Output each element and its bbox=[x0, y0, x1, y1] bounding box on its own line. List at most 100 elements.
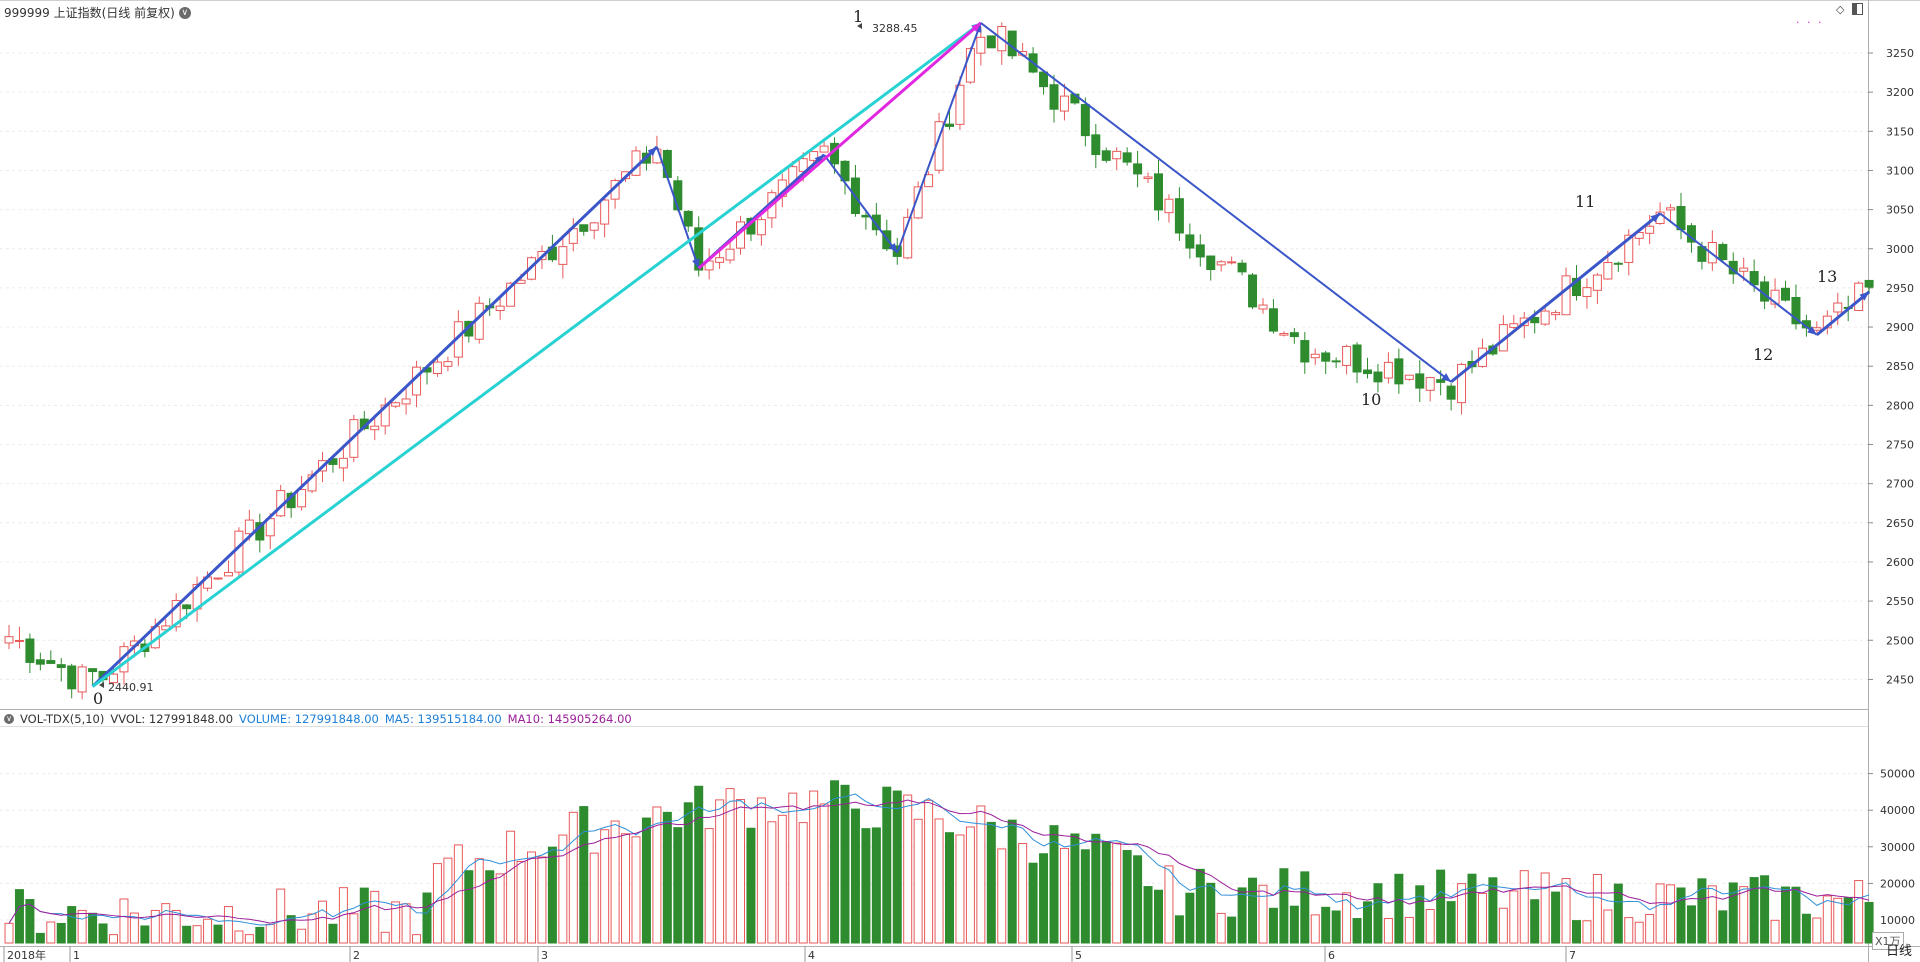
more-dots-icon[interactable]: · · · bbox=[1796, 16, 1824, 29]
volume-bar bbox=[1018, 843, 1028, 944]
volume-bar bbox=[77, 909, 87, 944]
candle-body bbox=[840, 160, 850, 182]
trend-arrowhead bbox=[971, 22, 981, 32]
diamond-icon[interactable]: ◇ bbox=[1836, 3, 1845, 16]
chevron-down-icon[interactable]: ∨ bbox=[4, 714, 14, 724]
candle-body bbox=[1718, 243, 1728, 260]
volume-bar bbox=[1833, 897, 1843, 944]
candle-body bbox=[1613, 262, 1623, 265]
volume-tick-label: 10000 bbox=[1880, 914, 1915, 927]
volume-bar bbox=[1739, 886, 1749, 944]
volume-bar bbox=[830, 780, 840, 944]
volume-bar bbox=[328, 923, 338, 944]
candle-body bbox=[1321, 352, 1331, 362]
candle-body bbox=[1404, 374, 1414, 380]
candlesticks bbox=[4, 22, 1874, 700]
price-tick-label: 2600 bbox=[1886, 556, 1914, 569]
volume-bar bbox=[631, 836, 641, 944]
volume-bar bbox=[67, 906, 77, 944]
volume-bar bbox=[1289, 905, 1299, 944]
volume-bar bbox=[527, 851, 536, 944]
volume-bar bbox=[683, 802, 693, 944]
candle-body bbox=[495, 305, 505, 312]
volume-bar bbox=[610, 820, 620, 944]
volume-bar bbox=[1154, 889, 1163, 944]
volume-bar bbox=[1436, 869, 1446, 944]
volume-bar bbox=[1477, 892, 1487, 944]
high-price-label: 3288.45 bbox=[872, 22, 918, 35]
volume-bar bbox=[1248, 877, 1258, 944]
chart-title-bar: 999999 上证指数(日线 前复权) ∨ bbox=[4, 4, 191, 21]
volume-bar bbox=[798, 822, 808, 944]
volume-bar bbox=[746, 827, 756, 944]
volume-ma-line bbox=[8, 793, 1870, 926]
time-tick-label: 4 bbox=[808, 949, 815, 962]
candle-body bbox=[1007, 30, 1017, 57]
volume-bar bbox=[464, 870, 474, 944]
candle-body bbox=[1237, 262, 1247, 273]
volume-bar bbox=[1227, 916, 1237, 944]
split-panel-icon[interactable] bbox=[1852, 3, 1863, 15]
volume-bar bbox=[1572, 920, 1581, 944]
candle-body bbox=[1645, 225, 1655, 234]
candle-body bbox=[234, 530, 244, 573]
candle-body bbox=[756, 219, 766, 236]
candle-body bbox=[1592, 274, 1602, 291]
volume-bar bbox=[1613, 883, 1623, 944]
candle-body bbox=[1582, 287, 1592, 297]
volume-bar bbox=[129, 912, 139, 944]
candle-body bbox=[1039, 71, 1049, 88]
candle-body bbox=[1781, 287, 1790, 301]
candle-body bbox=[25, 638, 35, 663]
vvol-value: VVOL: 127991848.00 bbox=[110, 712, 234, 726]
volume-bars bbox=[4, 780, 1874, 944]
volume-bar bbox=[1300, 871, 1310, 944]
volume-bar bbox=[213, 924, 223, 944]
candle-body bbox=[1551, 312, 1561, 316]
volume-bar bbox=[1310, 914, 1320, 944]
volume-bar bbox=[861, 828, 871, 944]
candle-body bbox=[443, 361, 453, 367]
candle-body bbox=[1457, 363, 1467, 404]
price-tick-label: 2950 bbox=[1886, 282, 1914, 295]
chart-title: 999999 上证指数(日线 前复权) bbox=[4, 6, 175, 20]
candle-body bbox=[391, 402, 401, 407]
candle-body bbox=[1572, 277, 1581, 297]
volume-bar bbox=[1582, 920, 1592, 944]
volume-bar bbox=[495, 873, 505, 944]
candle-body bbox=[1143, 176, 1153, 180]
volume-bar bbox=[1122, 850, 1132, 944]
volume-bar bbox=[850, 808, 860, 944]
time-tick-label: 1 bbox=[73, 949, 80, 962]
candle-body bbox=[1300, 340, 1310, 363]
volume-bar bbox=[1645, 913, 1655, 944]
volume-bar bbox=[1760, 875, 1770, 944]
volume-bar bbox=[1059, 847, 1069, 944]
candle-body bbox=[67, 665, 77, 690]
trend-arrowhead bbox=[647, 146, 657, 157]
candle-body bbox=[600, 199, 610, 225]
volume-bar bbox=[1843, 897, 1853, 944]
candle-body bbox=[1812, 327, 1822, 331]
candle-body bbox=[1216, 261, 1226, 266]
volume-bar bbox=[1718, 910, 1728, 944]
volume-bar bbox=[965, 826, 975, 944]
volume-bar bbox=[715, 799, 725, 944]
period-selector[interactable]: 日线 bbox=[1885, 944, 1912, 959]
candle-body bbox=[1279, 333, 1289, 336]
price-tick-label: 2500 bbox=[1886, 634, 1914, 647]
trend-line bbox=[1659, 212, 1818, 336]
volume-bar bbox=[1383, 917, 1393, 944]
candle-body bbox=[945, 123, 954, 127]
wave-label-11: 11 bbox=[1575, 192, 1595, 211]
price-tick-label: 2750 bbox=[1886, 439, 1914, 452]
volume-bar bbox=[882, 786, 892, 944]
chevron-down-icon[interactable]: ∨ bbox=[178, 6, 191, 19]
volume-bar bbox=[88, 912, 98, 944]
volume-tick-label: 30000 bbox=[1880, 841, 1915, 854]
candle-body bbox=[955, 84, 965, 125]
candle-body bbox=[1603, 262, 1613, 280]
candle-body bbox=[213, 577, 223, 580]
volume-bar bbox=[297, 928, 307, 944]
